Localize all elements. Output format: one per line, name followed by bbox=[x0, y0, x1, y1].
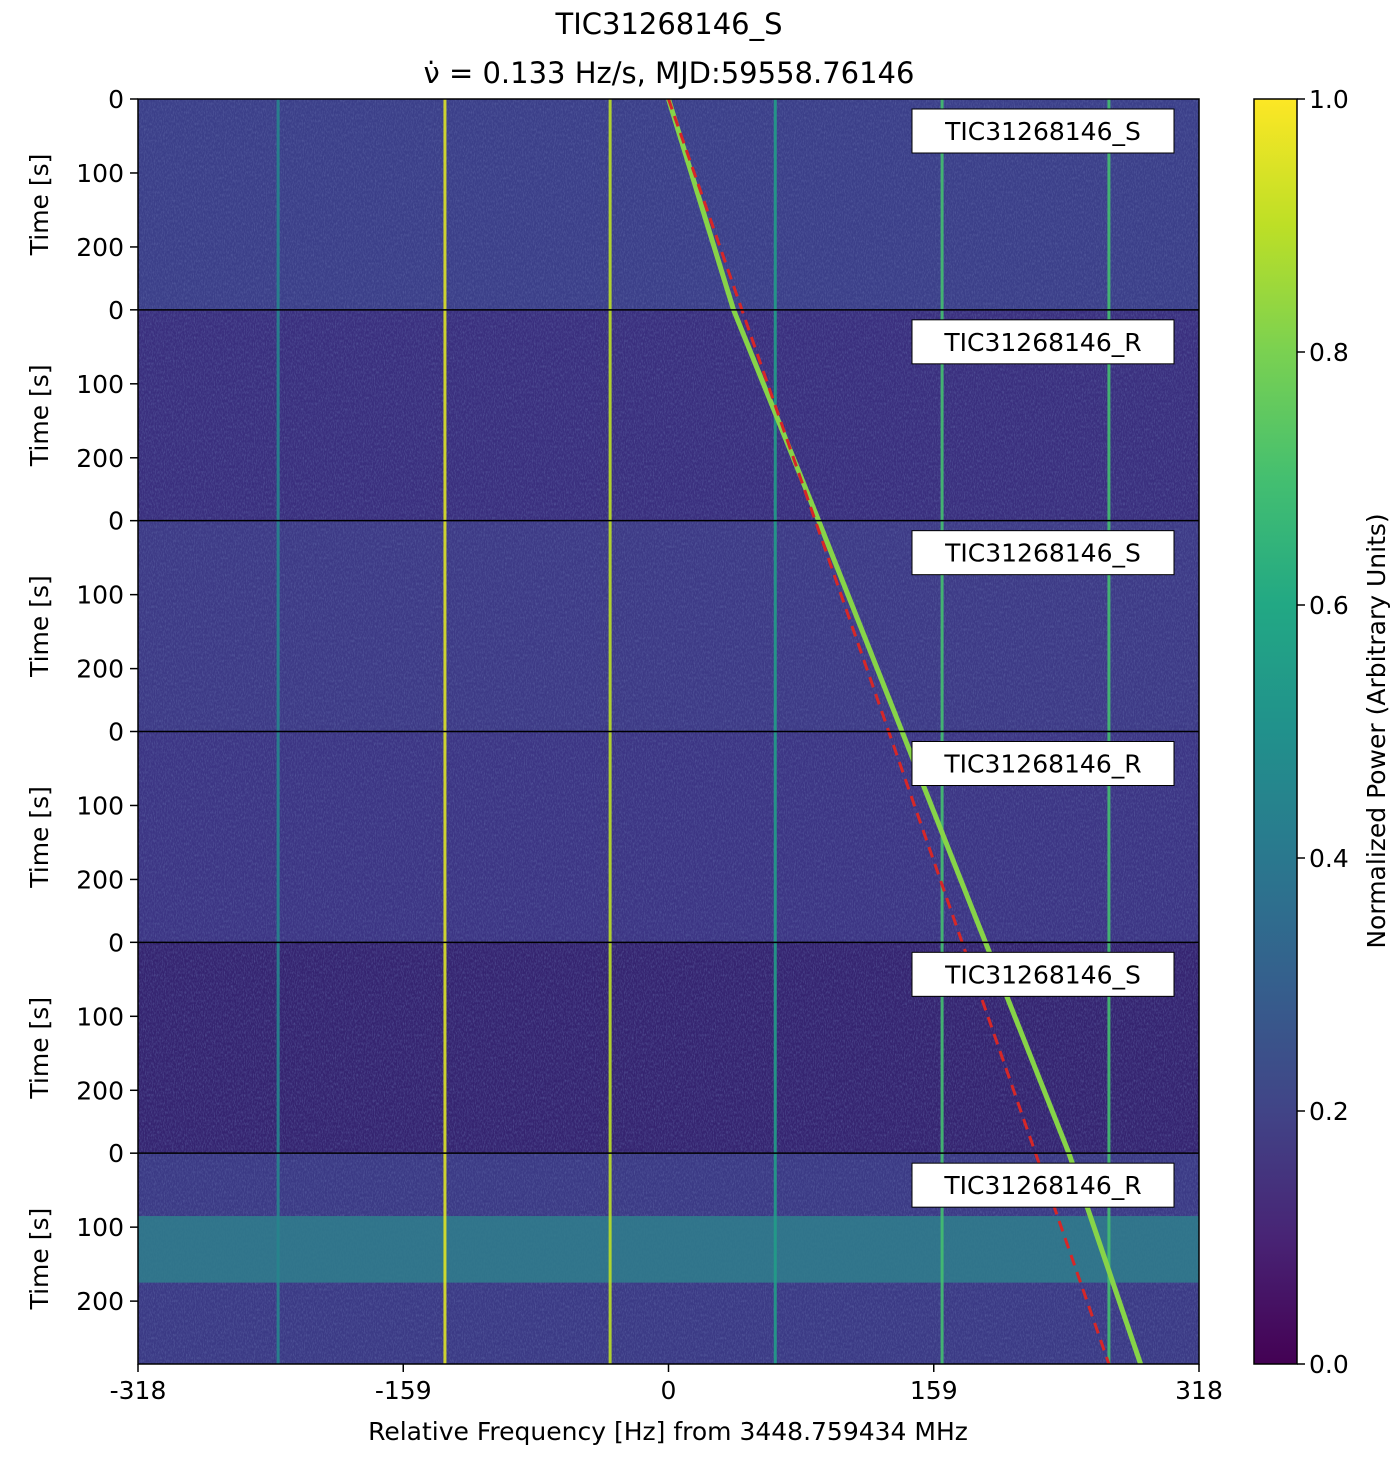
panel-label: TIC31268146_S bbox=[944, 117, 1141, 146]
x-tick-label: -318 bbox=[110, 1376, 167, 1405]
signal-track bbox=[731, 308, 821, 522]
y-axis-label: Time [s] bbox=[25, 364, 54, 467]
broadband-interference-band bbox=[138, 1216, 1199, 1283]
y-tick-label: 0 bbox=[108, 507, 124, 536]
colorbar-tick-label: 0.6 bbox=[1309, 591, 1349, 620]
colorbar-tick-label: 0.8 bbox=[1309, 338, 1349, 367]
y-tick-label: 200 bbox=[76, 865, 124, 894]
panel-label: TIC31268146_S bbox=[944, 539, 1141, 568]
y-axis-label: Time [s] bbox=[25, 154, 54, 257]
y-tick-label: 100 bbox=[76, 791, 124, 820]
y-tick-label: 0 bbox=[108, 928, 124, 957]
y-tick-label: 0 bbox=[108, 718, 124, 747]
y-tick-label: 200 bbox=[76, 1287, 124, 1316]
x-tick-label: 159 bbox=[910, 1376, 958, 1405]
y-tick-label: 200 bbox=[76, 233, 124, 262]
panel-label-box bbox=[911, 1162, 1175, 1208]
y-axis-label: Time [s] bbox=[25, 786, 54, 889]
y-tick-label: 100 bbox=[76, 370, 124, 399]
signal-track bbox=[816, 519, 905, 733]
y-axis-label: Time [s] bbox=[25, 1208, 54, 1311]
colorbar-tick-label: 0.2 bbox=[1309, 1097, 1349, 1126]
panel-label-box bbox=[911, 530, 1175, 576]
panel-label-box bbox=[911, 741, 1175, 786]
colorbar-gradient bbox=[1253, 98, 1298, 1365]
y-axis-label: Time [s] bbox=[25, 997, 54, 1100]
chart-subtitle: ν̇ = 0.133 Hz/s, MJD:59558.76146 bbox=[424, 56, 915, 90]
colorbar-tick-label: 0.0 bbox=[1309, 1350, 1349, 1379]
y-tick-label: 200 bbox=[76, 1076, 124, 1105]
panel-label-box bbox=[911, 108, 1175, 154]
y-tick-label: 100 bbox=[76, 581, 124, 610]
panel-label-box bbox=[911, 951, 1175, 997]
panel-label-box bbox=[911, 319, 1175, 365]
colorbar-tick-label: 1.0 bbox=[1309, 85, 1349, 114]
y-tick-label: 0 bbox=[108, 85, 124, 114]
y-tick-label: 0 bbox=[108, 1139, 124, 1168]
y-tick-label: 0 bbox=[108, 296, 124, 325]
y-tick-label: 100 bbox=[76, 159, 124, 188]
x-tick-label: 318 bbox=[1175, 1376, 1223, 1405]
chart-title: TIC31268146_S bbox=[554, 7, 782, 41]
x-tick-label: -159 bbox=[375, 1376, 432, 1405]
y-tick-label: 100 bbox=[76, 1213, 124, 1242]
colorbar-tick-label: 0.4 bbox=[1309, 844, 1349, 873]
panel-label: TIC31268146_R bbox=[943, 1171, 1141, 1200]
colorbar-label: Normalized Power (Arbitrary Units) bbox=[1362, 513, 1391, 948]
colorbar: 0.0 0.2 0.4 0.6 0.8 1.0 Normalized Power (Arb… bbox=[1253, 85, 1391, 1379]
y-tick-label: 200 bbox=[76, 444, 124, 473]
panel-label: TIC31268146_S bbox=[944, 960, 1141, 989]
y-tick-label: 200 bbox=[76, 655, 124, 684]
y-axis-label: Time [s] bbox=[25, 575, 54, 678]
y-tick-label: 100 bbox=[76, 1002, 124, 1031]
panel-label: TIC31268146_R bbox=[943, 328, 1141, 357]
panel-label: TIC31268146_R bbox=[943, 750, 1141, 779]
x-axis-label: Relative Frequency [Hz] from 3448.759434… bbox=[368, 1417, 968, 1446]
x-tick-label: 0 bbox=[661, 1376, 677, 1405]
